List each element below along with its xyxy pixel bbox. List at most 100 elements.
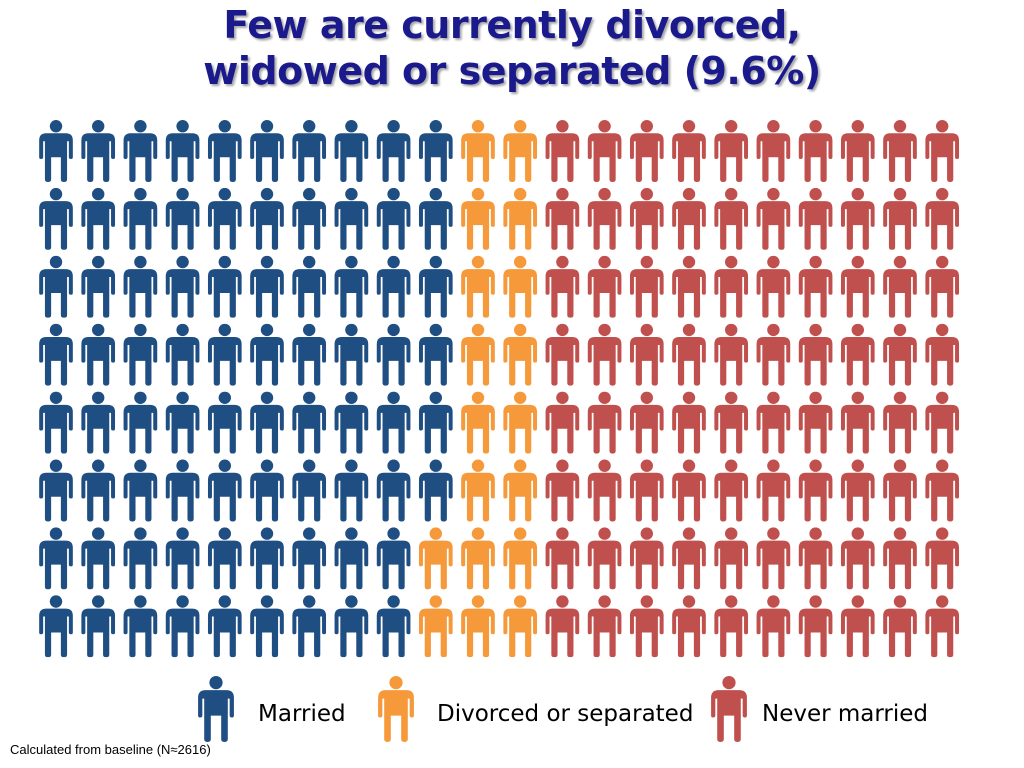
person-icon-never-married xyxy=(798,595,833,658)
person-icon-never-married xyxy=(883,323,917,386)
person-icon-never-married xyxy=(840,187,875,250)
person-icon-married xyxy=(39,323,73,386)
person-icon-never-married xyxy=(672,527,706,590)
person-icon-never-married xyxy=(629,595,664,658)
person-icon-married xyxy=(418,323,453,386)
person-icon-never-married xyxy=(840,459,875,522)
person-icon-never-married xyxy=(587,187,622,250)
person-icon-married xyxy=(334,323,369,386)
person-icon-married xyxy=(81,323,116,386)
person-icon-married xyxy=(376,595,411,658)
person-icon-never-married xyxy=(883,595,917,658)
person-icon-married xyxy=(81,120,116,182)
person-icon-divorced-or-separated xyxy=(503,255,538,318)
person-icon-married xyxy=(418,120,453,182)
person-icon-divorced-or-separated xyxy=(461,255,495,318)
person-icon-never-married xyxy=(587,255,622,318)
person-icon-never-married xyxy=(883,255,917,318)
legend-label-married: Married xyxy=(258,701,346,727)
chart-title-line-1: Few are currently divorced, xyxy=(223,3,801,47)
icon-grid xyxy=(39,120,960,658)
person-icon-married xyxy=(39,255,73,318)
person-icon-married xyxy=(81,595,116,658)
person-icon-never-married xyxy=(925,459,960,522)
person-icon-never-married xyxy=(798,255,833,318)
person-icon-never-married xyxy=(629,187,664,250)
person-icon-never-married xyxy=(798,323,833,386)
person-icon-never-married xyxy=(883,459,917,522)
person-icon-married xyxy=(292,527,327,590)
person-icon-married xyxy=(165,255,200,318)
person-icon-divorced-or-separated xyxy=(503,527,538,590)
person-icon-married xyxy=(250,323,284,386)
person-icon-married xyxy=(165,187,200,250)
person-icon-married xyxy=(165,595,200,658)
person-icon-married xyxy=(376,120,411,182)
person-icon-married xyxy=(250,595,284,658)
person-icon-never-married xyxy=(756,255,791,318)
person-icon-married xyxy=(292,323,327,386)
person-icon-married xyxy=(207,255,242,318)
person-icon-never-married xyxy=(925,527,960,590)
person-icon-never-married xyxy=(756,323,791,386)
person-icon-married xyxy=(334,187,369,250)
person-icon-married xyxy=(123,187,158,250)
person-icon-married xyxy=(39,595,73,658)
person-icon-never-married xyxy=(545,459,580,522)
person-icon-married xyxy=(165,323,200,386)
person-icon-married xyxy=(292,255,327,318)
person-icon-married xyxy=(334,391,369,454)
legend-marker-divorced-or-separated xyxy=(378,676,414,742)
person-icon-married xyxy=(250,459,284,522)
person-icon-never-married xyxy=(672,187,706,250)
person-icon-never-married xyxy=(672,459,706,522)
person-icon-divorced-or-separated xyxy=(503,391,538,454)
person-icon-never-married xyxy=(714,459,749,522)
person-icon-married xyxy=(334,255,369,318)
person-icon-never-married xyxy=(883,120,917,182)
person-icon-married xyxy=(81,459,116,522)
person-icon-never-married xyxy=(798,391,833,454)
person-icon-divorced-or-separated xyxy=(418,595,453,658)
person-icon-married xyxy=(207,459,242,522)
person-icon-never-married xyxy=(925,323,960,386)
person-icon-never-married xyxy=(714,255,749,318)
person-icon-never-married xyxy=(672,391,706,454)
person-icon-never-married xyxy=(587,595,622,658)
chart-title: Few are currently divorced, widowed or s… xyxy=(0,2,1024,94)
person-icon-married xyxy=(123,323,158,386)
person-icon-divorced-or-separated xyxy=(461,459,495,522)
person-icon-married xyxy=(207,391,242,454)
person-icon-married xyxy=(165,459,200,522)
person-icon-married xyxy=(376,527,411,590)
person-icon-never-married xyxy=(883,391,917,454)
person-icon-never-married xyxy=(798,187,833,250)
person-icon-married xyxy=(250,391,284,454)
person-icon-never-married xyxy=(883,527,917,590)
person-icon-never-married xyxy=(925,120,960,182)
person-icon-never-married xyxy=(545,595,580,658)
person-icon-never-married xyxy=(756,527,791,590)
legend-label-divorced-or-separated: Divorced or separated xyxy=(437,701,694,727)
person-icon-married xyxy=(81,255,116,318)
person-icon-divorced-or-separated xyxy=(461,323,495,386)
person-icon-divorced-or-separated xyxy=(461,391,495,454)
person-icon-married xyxy=(165,120,200,182)
person-icon-never-married xyxy=(714,120,749,182)
person-icon-married xyxy=(250,255,284,318)
person-icon-never-married xyxy=(545,527,580,590)
person-icon-never-married xyxy=(756,459,791,522)
person-icon-married xyxy=(39,120,73,182)
person-icon-married xyxy=(81,187,116,250)
person-icon-married xyxy=(376,391,411,454)
person-icon-never-married xyxy=(629,323,664,386)
legend-marker-never-married xyxy=(711,676,747,742)
person-icon-married xyxy=(39,391,73,454)
person-icon-married xyxy=(207,527,242,590)
person-icon-never-married xyxy=(714,391,749,454)
person-icon-never-married xyxy=(672,323,706,386)
person-icon-married xyxy=(207,595,242,658)
person-icon-divorced-or-separated xyxy=(503,323,538,386)
person-icon-never-married xyxy=(629,255,664,318)
person-icon-married xyxy=(292,120,327,182)
